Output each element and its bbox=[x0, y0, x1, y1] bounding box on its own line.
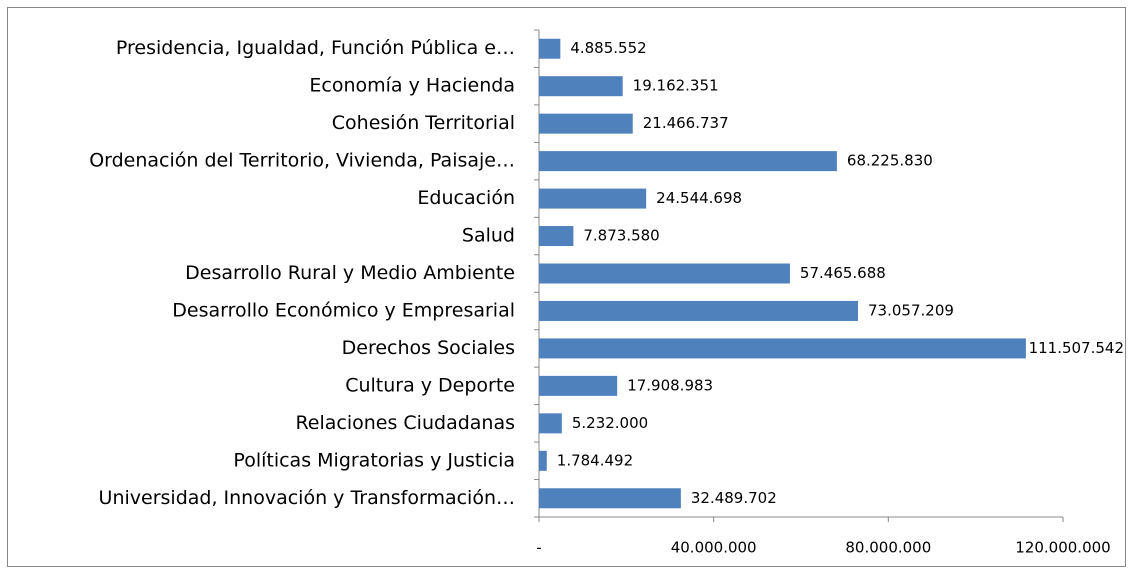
y-tick-label: Universidad, Innovación y Transformación… bbox=[99, 487, 515, 509]
bar bbox=[539, 151, 837, 172]
y-tick-label: Economía y Hacienda bbox=[309, 75, 515, 97]
value-label: 73.057.209 bbox=[868, 301, 954, 319]
y-tick-label: Presidencia, Igualdad, Función Pública e… bbox=[116, 37, 515, 59]
y-tick-label: Salud bbox=[462, 225, 515, 247]
bar bbox=[539, 76, 623, 97]
y-tick-label: Cohesión Territorial bbox=[332, 112, 515, 134]
bar bbox=[539, 113, 633, 134]
bar bbox=[539, 375, 618, 396]
y-tick-label: Derechos Sociales bbox=[342, 337, 515, 359]
y-tick-label: Relaciones Ciudadanas bbox=[295, 412, 515, 434]
value-label: 32.489.702 bbox=[691, 489, 777, 507]
value-label: 19.162.351 bbox=[633, 77, 719, 95]
y-tick-label: Educación bbox=[417, 187, 515, 209]
value-label: 1.784.492 bbox=[557, 451, 633, 469]
x-tick-label: - bbox=[536, 539, 541, 557]
value-label: 5.232.000 bbox=[572, 414, 648, 432]
bar bbox=[539, 226, 574, 247]
value-label: 4.885.552 bbox=[570, 39, 646, 57]
bar bbox=[539, 338, 1026, 359]
y-tick-label: Desarrollo Económico y Empresarial bbox=[172, 299, 515, 321]
bar bbox=[539, 188, 647, 209]
y-tick-label: Políticas Migratorias y Justicia bbox=[233, 449, 515, 471]
bar bbox=[539, 38, 561, 59]
y-tick-label: Cultura y Deporte bbox=[345, 374, 515, 396]
value-label: 111.507.542 bbox=[1029, 339, 1124, 357]
x-tick-label: 40.000.000 bbox=[671, 539, 757, 557]
bar bbox=[539, 263, 790, 284]
bar bbox=[539, 450, 547, 471]
value-label: 57.465.688 bbox=[800, 264, 886, 282]
value-label: 24.544.698 bbox=[656, 189, 742, 207]
y-tick-label: Desarrollo Rural y Medio Ambiente bbox=[185, 262, 515, 284]
value-label: 17.908.983 bbox=[627, 376, 713, 394]
value-label: 68.225.830 bbox=[847, 152, 933, 170]
value-label: 21.466.737 bbox=[643, 114, 729, 132]
value-label: 7.873.580 bbox=[583, 227, 659, 245]
bar bbox=[539, 488, 681, 509]
y-tick-label: Ordenación del Territorio, Vivienda, Pai… bbox=[89, 150, 515, 172]
x-tick-label: 120.000.000 bbox=[1015, 539, 1110, 557]
bar bbox=[539, 413, 562, 434]
chart-border bbox=[7, 7, 1126, 567]
bar bbox=[539, 300, 859, 321]
x-tick-label: 80.000.000 bbox=[845, 539, 931, 557]
